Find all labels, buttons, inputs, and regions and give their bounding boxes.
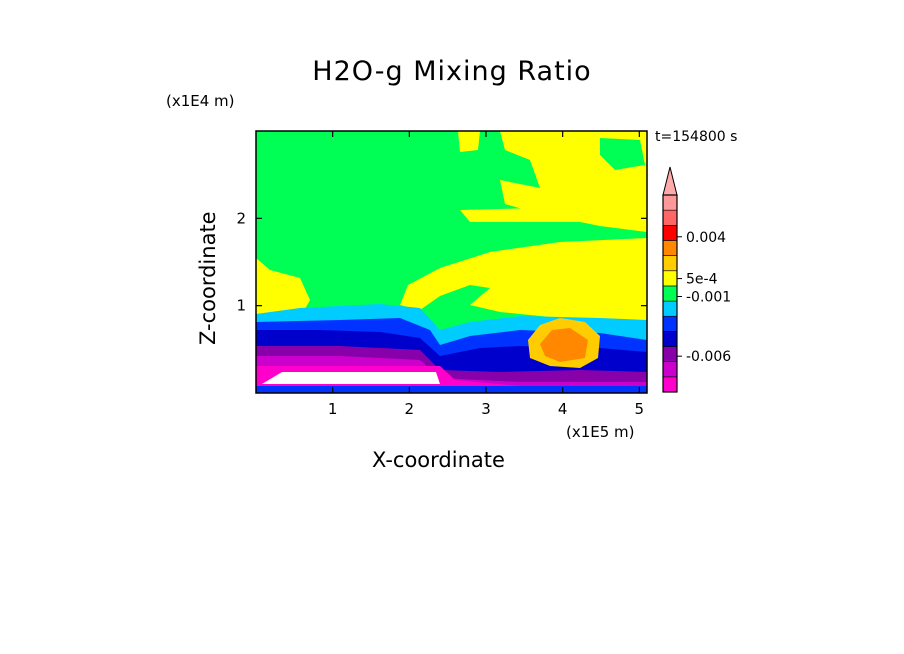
x-tick-label: 1 (328, 400, 338, 418)
colorbar-label: -0.001 (686, 289, 731, 305)
field-orange-core (540, 328, 588, 362)
colorbar-swatch (662, 225, 678, 241)
colorbar-swatch (662, 361, 678, 378)
colorbar-swatch (662, 209, 678, 226)
field-white-region (262, 372, 440, 384)
field-yellow-streak (458, 131, 480, 152)
field-green-pocket (600, 138, 645, 170)
colorbar-extend-arrow (662, 166, 678, 196)
time-label: t=154800 s (655, 129, 738, 145)
y-tick-label: 1 (236, 297, 246, 315)
x-tick-label: 2 (405, 400, 415, 418)
colorbar-swatch (662, 194, 678, 211)
colorbar-swatch (662, 270, 678, 287)
chart-title: H2O-g Mixing Ratio (312, 56, 592, 87)
colorbar-swatch (662, 376, 678, 393)
colorbar-label: -0.006 (686, 349, 731, 365)
field-yellow-left (256, 258, 310, 320)
colorbar-swatch (662, 315, 678, 332)
colorbar-swatch (662, 300, 678, 317)
y-axis-unit: (x1E4 m) (166, 92, 235, 110)
x-tick-label: 4 (558, 400, 568, 418)
x-axis-unit: (x1E5 m) (566, 423, 635, 441)
field-ground-layer (256, 386, 647, 393)
plot-frame (255, 130, 648, 394)
colorbar-label: 0.004 (686, 230, 726, 246)
x-axis-label: X-coordinate (372, 448, 505, 472)
x-tick-label: 3 (481, 400, 491, 418)
colorbar-label: 5e-4 (686, 272, 718, 288)
colorbar-swatch (662, 331, 678, 347)
y-tick-label: 2 (236, 209, 246, 227)
mixing-ratio-field (256, 131, 647, 393)
x-tick-label: 5 (635, 400, 645, 418)
field-yellow-band (460, 205, 647, 222)
colorbar-swatch (662, 240, 678, 256)
field-yellow-mid (400, 238, 647, 322)
colorbar-swatch (662, 255, 678, 272)
colorbar-swatch (662, 285, 678, 302)
colorbar-swatch (662, 346, 678, 362)
colorbar-frame (662, 194, 678, 393)
